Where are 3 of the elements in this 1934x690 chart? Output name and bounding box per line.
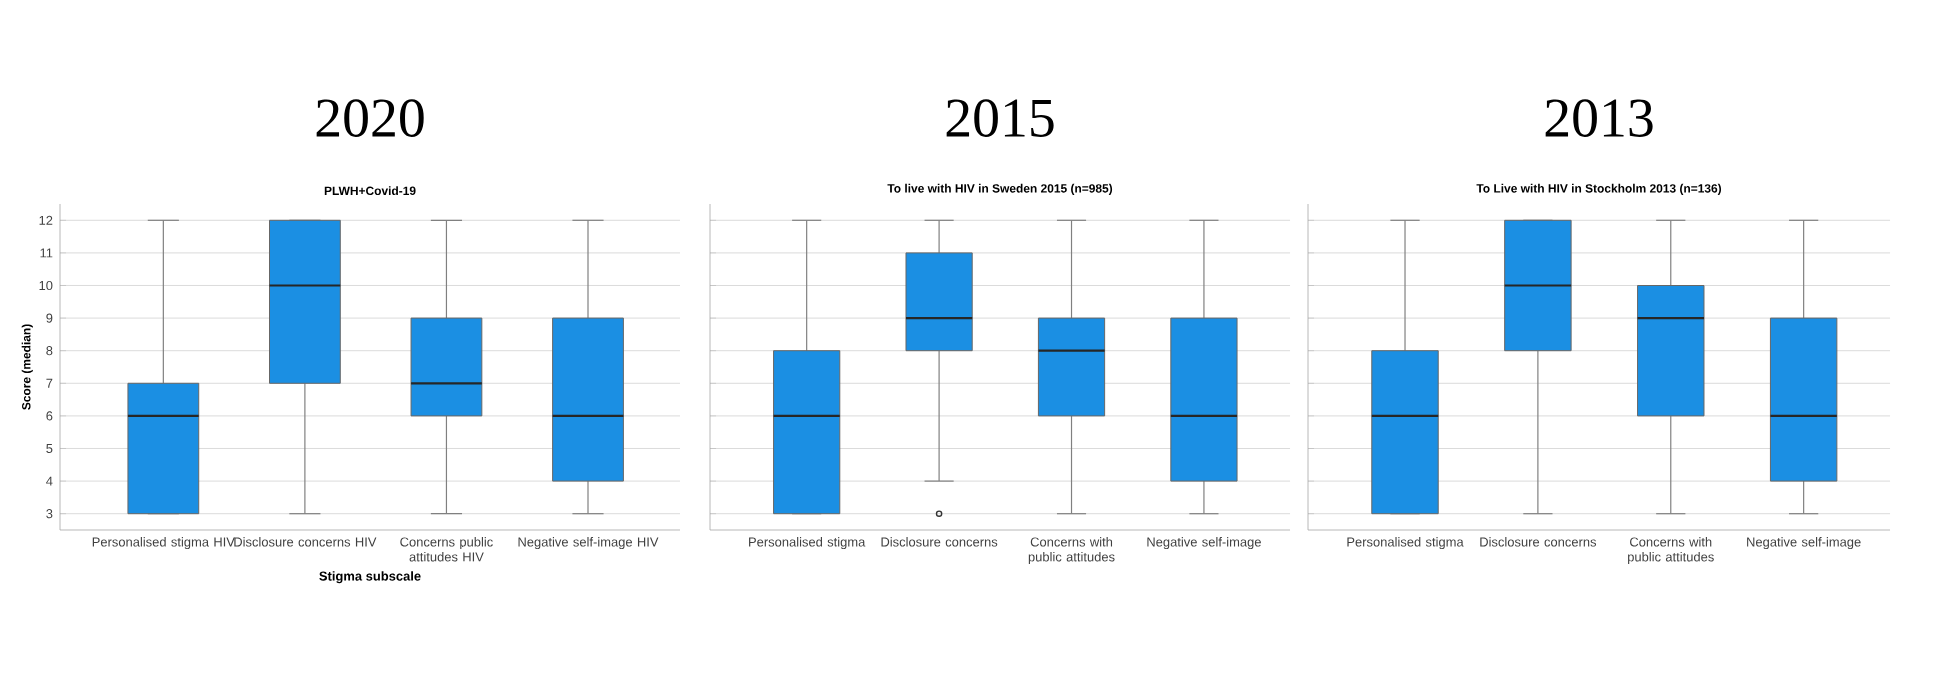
chart-title: 2013 xyxy=(1545,99,1653,137)
chart-title: 2020 xyxy=(316,99,424,137)
chart-title: 2015 xyxy=(946,99,1054,137)
